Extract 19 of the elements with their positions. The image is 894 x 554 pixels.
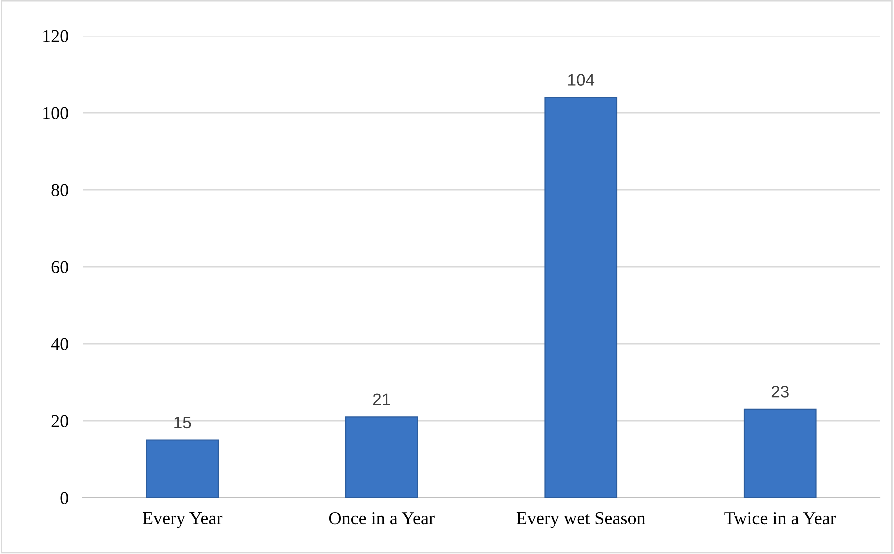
bar bbox=[544, 97, 618, 498]
x-tick-label: Twice in a Year bbox=[724, 512, 836, 525]
x-tick-label: Every Year bbox=[143, 512, 223, 528]
y-tick-label: 80 bbox=[52, 184, 68, 196]
y-tick-label: 60 bbox=[52, 261, 68, 274]
y-tick-label: 40 bbox=[51, 338, 68, 350]
y-tick-label: 120 bbox=[44, 30, 68, 42]
bar bbox=[744, 408, 817, 498]
y-tick-label: 20 bbox=[52, 415, 68, 428]
x-tick-label: Once in a Year bbox=[329, 512, 435, 525]
data-label: 15 bbox=[174, 416, 192, 429]
data-label: 21 bbox=[373, 394, 390, 406]
data-label: 23 bbox=[772, 386, 789, 398]
y-tick-label: 0 bbox=[60, 492, 68, 504]
data-label: 104 bbox=[568, 74, 595, 86]
y-tick-label: 100 bbox=[44, 107, 68, 120]
bar bbox=[146, 440, 220, 498]
bar bbox=[345, 416, 418, 498]
x-tick-label: Every wet Season bbox=[516, 512, 646, 528]
